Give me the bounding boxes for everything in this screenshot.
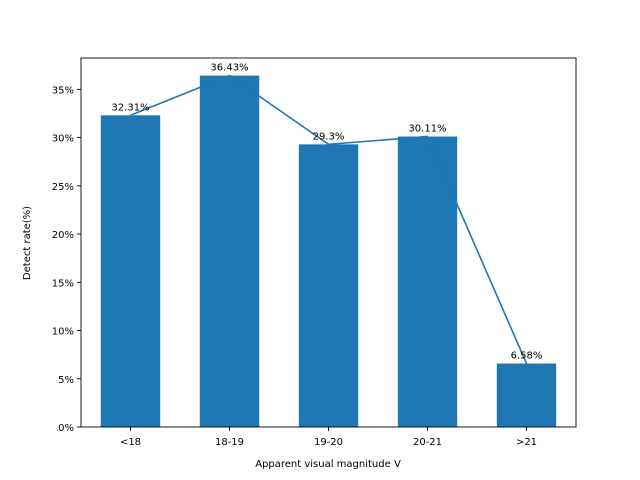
- x-tick-label-0: <18: [120, 437, 141, 448]
- trend-line-group: [130, 74, 528, 364]
- trend-line: [130, 74, 528, 364]
- x-tick-label-4: >21: [516, 437, 537, 448]
- data-label-1: 36.43%: [210, 63, 248, 74]
- bar-1: [199, 75, 260, 427]
- data-label-4: 6.58%: [511, 351, 543, 362]
- y-tick-label-7: 35%: [52, 85, 74, 96]
- x-tick-label-1: 18-19: [215, 437, 244, 448]
- y-tick-label-0: 0%: [58, 423, 74, 434]
- y-tick-label-1: 5%: [58, 375, 74, 386]
- y-tick-label-4: 20%: [52, 230, 74, 241]
- bar-4: [496, 363, 557, 427]
- bars-group: [100, 75, 557, 428]
- bar-0: [100, 115, 161, 427]
- bar-2: [298, 144, 359, 427]
- axes-group: 0% 5% 10% 15% 20% 25% 30% 35% <18 18-19 19-20 20-21…: [52, 57, 577, 448]
- data-labels-group: 32.31% 36.43% 29.3% 30.11% 6.58%: [111, 63, 542, 362]
- y-tick-label-5: 25%: [52, 182, 74, 193]
- y-tick-label-6: 30%: [52, 134, 74, 145]
- x-tick-label-2: 19-20: [314, 437, 343, 448]
- x-tick-label-3: 20-21: [413, 437, 442, 448]
- data-label-2: 29.3%: [313, 131, 345, 142]
- y-tick-label-2: 10%: [52, 327, 74, 338]
- bar-3: [397, 136, 458, 428]
- data-label-0: 32.31%: [111, 102, 149, 113]
- y-axis-label: Detect rate(%): [22, 206, 33, 280]
- x-axis-label: Apparent visual magnitude V: [255, 459, 401, 470]
- data-label-3: 30.11%: [408, 124, 446, 135]
- y-tick-label-3: 15%: [52, 278, 74, 289]
